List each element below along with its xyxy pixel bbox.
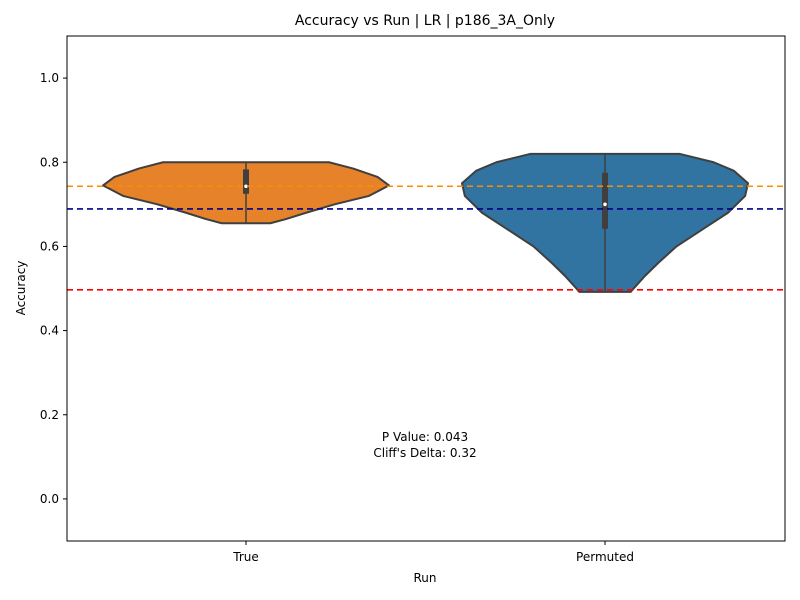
plot-frame [66, 35, 786, 542]
y-tick-label: 1.0 [40, 71, 59, 85]
violin-median [603, 202, 607, 207]
y-axis-label: Accuracy [14, 261, 28, 316]
p-value-annotation: P Value: 0.043 [382, 430, 468, 444]
y-tick-label: 0.0 [40, 492, 59, 506]
y-tick-label: 0.4 [40, 324, 59, 338]
y-axis: 0.0 0.2 0.4 0.6 0.8 1.0 [40, 71, 67, 506]
y-tick-label: 0.6 [40, 239, 59, 253]
x-axis-label: Run [413, 571, 436, 585]
violin-iqr-box [602, 172, 608, 229]
y-tick-label: 0.8 [40, 155, 59, 169]
violin-iqr-box [243, 169, 249, 194]
cliffs-delta-annotation: Cliff's Delta: 0.32 [373, 446, 476, 460]
y-tick-label: 0.2 [40, 408, 59, 422]
chart-title: Accuracy vs Run | LR | p186_3A_Only [295, 13, 555, 29]
plot-area [67, 152, 785, 293]
violin-median [244, 184, 248, 189]
x-tick-label: Permuted [576, 550, 634, 564]
x-axis: True Permuted [232, 541, 634, 564]
x-tick-label: True [232, 550, 259, 564]
